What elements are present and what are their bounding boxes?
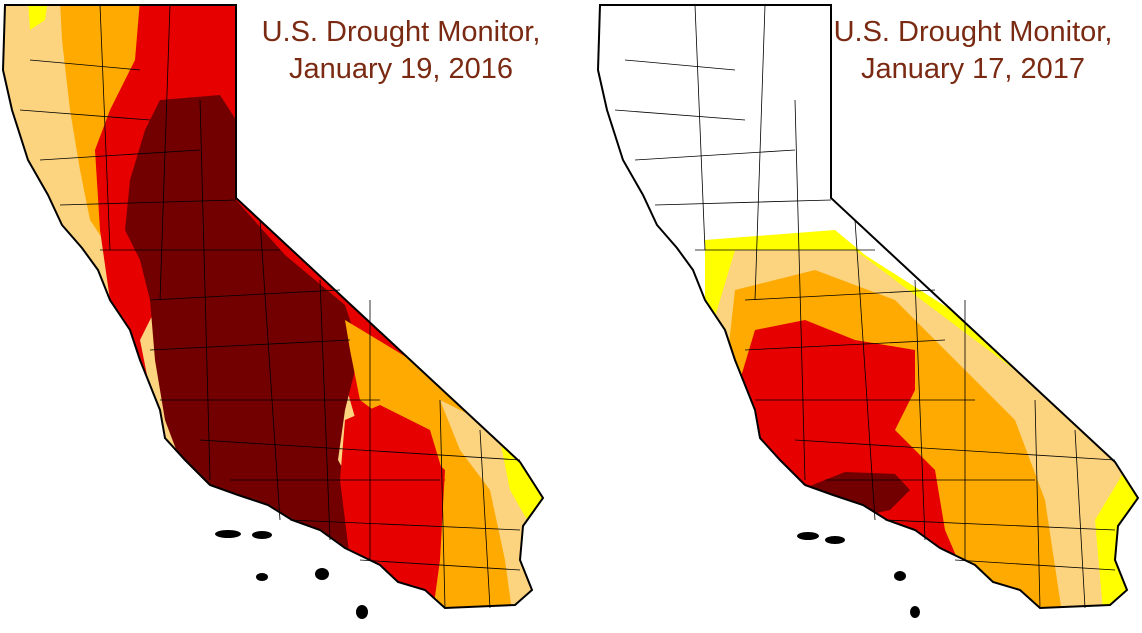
- title-line2-2017: January 17, 2017: [861, 53, 1085, 85]
- drought-zones-2016: [3, 5, 543, 608]
- zone-d4: [125, 95, 372, 560]
- title-line1-2017: U.S. Drought Monitor,: [834, 16, 1113, 48]
- zone-d0-north: [28, 5, 48, 30]
- map-2016: U.S. Drought Monitor, January 19, 2016: [2, 4, 544, 619]
- islands-2016: [215, 530, 368, 619]
- title-line2-2016: January 19, 2016: [289, 53, 513, 85]
- drought-zones-2017: [598, 5, 1138, 608]
- islands-2017: [797, 532, 920, 618]
- county-lines-2016: [19, 4, 521, 609]
- title-line1-2016: U.S. Drought Monitor,: [262, 16, 541, 48]
- map-2017: U.S. Drought Monitor, January 17, 2017: [597, 4, 1139, 618]
- county-lines-2017: [614, 4, 1116, 609]
- zone-d0-east: [500, 440, 543, 525]
